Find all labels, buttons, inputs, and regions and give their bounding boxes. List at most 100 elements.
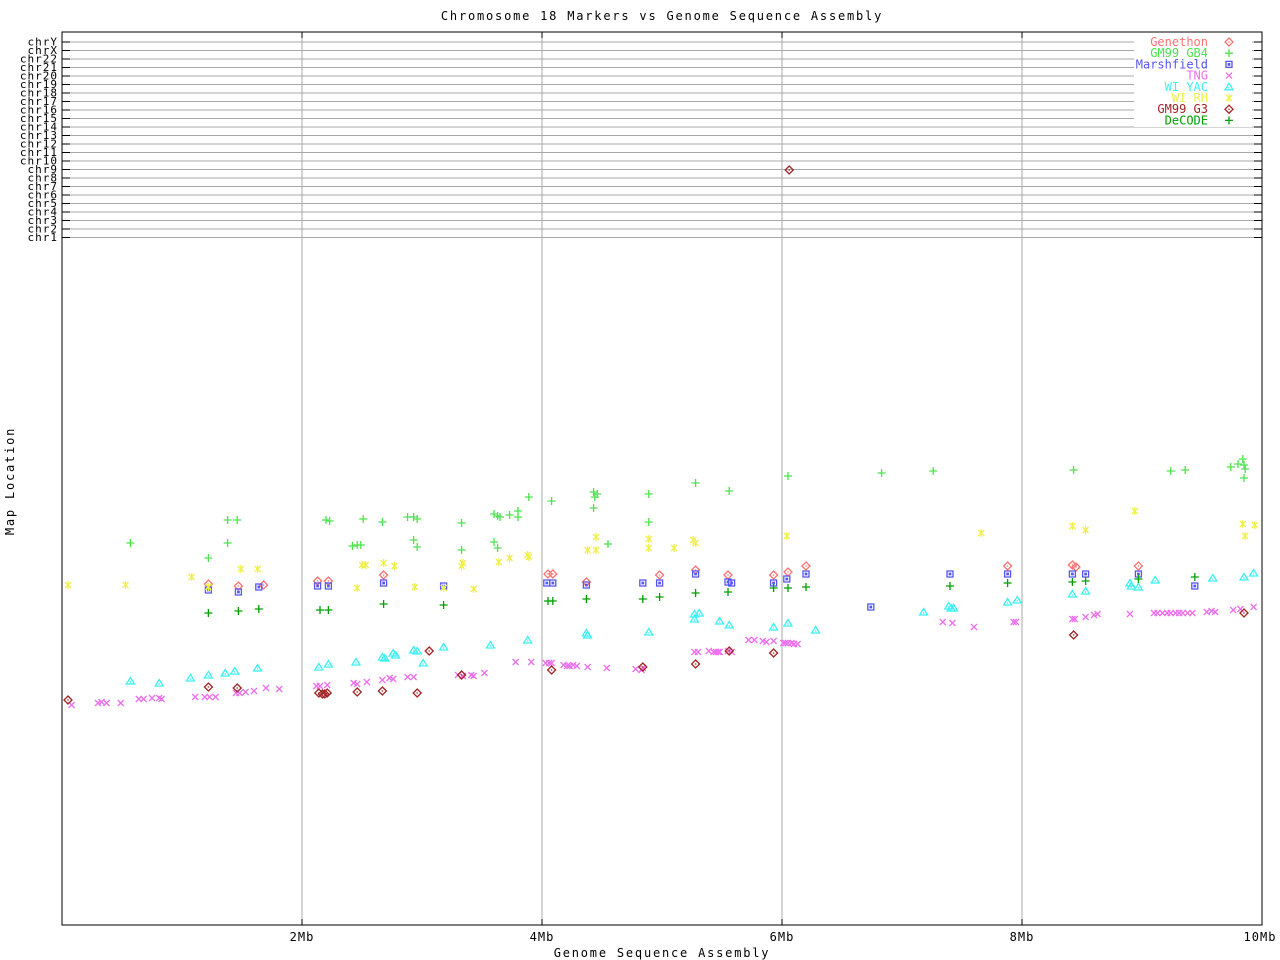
- marker-glyph: [725, 487, 734, 495]
- point-triangle: [412, 646, 423, 655]
- marker-glyph: [939, 618, 947, 626]
- point-diamond-dot: [258, 580, 269, 590]
- point-triangle: [689, 614, 700, 623]
- marker-glyph: [191, 693, 199, 701]
- point-plus: [378, 518, 387, 526]
- point-plus: [234, 607, 243, 615]
- point-asterisk: [670, 544, 678, 552]
- marker-glyph: [1071, 615, 1079, 623]
- point-times: [1229, 606, 1237, 614]
- marker-glyph: [1133, 561, 1144, 571]
- marker-glyph: [804, 572, 808, 576]
- point-times: [527, 658, 535, 666]
- marker-glyph: [1250, 603, 1258, 611]
- marker-glyph: [645, 535, 653, 543]
- plot-border: [61, 31, 1263, 926]
- marker-glyph: [410, 673, 418, 681]
- marker-glyph: [324, 582, 333, 590]
- series-decode: [204, 573, 1199, 617]
- point-plus: [946, 582, 954, 590]
- chromosome-label-chr11: chr11: [20, 146, 58, 159]
- marker-glyph: [1133, 582, 1144, 591]
- point-triangle: [379, 653, 390, 662]
- marker-glyph: [223, 539, 232, 547]
- point-square-dot: [379, 579, 388, 587]
- marker-glyph: [379, 600, 388, 608]
- point-times: [148, 694, 156, 702]
- point-asterisk: [122, 581, 130, 589]
- point-times: [512, 658, 520, 666]
- marker-glyph: [784, 165, 795, 175]
- marker-glyph: [1224, 104, 1234, 115]
- point-triangle: [485, 640, 496, 649]
- marker-glyph: [802, 570, 810, 578]
- marker-glyph: [524, 493, 533, 501]
- point-plus: [655, 593, 664, 601]
- legend-symbol: [1225, 72, 1233, 80]
- marker-glyph: [977, 529, 985, 537]
- marker-glyph: [154, 678, 165, 687]
- point-triangle: [724, 620, 735, 629]
- marker-glyph: [1134, 575, 1143, 583]
- marker-glyph: [324, 606, 333, 614]
- point-times: [770, 637, 778, 645]
- marker-glyph: [546, 665, 557, 675]
- legend-symbol: [1225, 49, 1233, 58]
- marker-glyph: [867, 603, 875, 611]
- marker-glyph: [440, 584, 448, 592]
- point-diamond-dot: [322, 688, 333, 698]
- marker-glyph: [782, 618, 794, 627]
- marker-glyph: [233, 516, 242, 524]
- marker-glyph: [237, 590, 240, 594]
- marker-glyph: [1241, 465, 1250, 473]
- marker-glyph: [356, 541, 365, 549]
- marker-glyph: [1081, 577, 1090, 585]
- marker-glyph: [592, 533, 600, 541]
- marker-glyph: [223, 516, 232, 524]
- point-plus: [496, 513, 504, 521]
- point-times: [191, 693, 199, 701]
- marker-glyph: [439, 601, 448, 609]
- point-triangle: [522, 635, 533, 644]
- point-times: [714, 648, 722, 656]
- chromosome-label-chr14: chr14: [20, 121, 58, 134]
- marker-glyph: [409, 536, 418, 544]
- point-diamond-dot: [690, 565, 701, 575]
- point-plus: [644, 518, 653, 526]
- point-times: [750, 636, 758, 644]
- marker-glyph: [377, 652, 388, 661]
- marker-glyph: [1126, 581, 1137, 590]
- marker-glyph: [1193, 584, 1197, 588]
- y-axis-label: Map Location: [3, 426, 17, 536]
- legend-symbol: [1223, 82, 1235, 91]
- point-times: [323, 681, 331, 689]
- point-plus: [1069, 466, 1078, 474]
- point-asterisk: [411, 583, 419, 591]
- marker-glyph: [185, 673, 196, 682]
- marker-glyph: [549, 579, 557, 587]
- marker-glyph: [63, 695, 73, 705]
- marker-glyph: [1239, 520, 1247, 528]
- point-plus: [724, 588, 732, 596]
- point-square-dot: [549, 579, 557, 587]
- point-triangle: [1067, 589, 1078, 598]
- marker-glyph: [64, 581, 72, 589]
- marker-glyph: [637, 662, 648, 672]
- point-diamond-dot: [724, 646, 735, 656]
- marker-glyph: [204, 554, 213, 562]
- marker-glyph: [592, 546, 600, 554]
- point-plus: [1234, 460, 1242, 468]
- point-times: [1071, 615, 1079, 623]
- point-diamond-dot: [637, 662, 648, 672]
- marker-glyph: [490, 538, 498, 546]
- point-plus: [493, 544, 502, 552]
- marker-glyph: [380, 559, 388, 567]
- marker-glyph: [658, 581, 661, 585]
- marker-glyph: [323, 681, 331, 689]
- point-plus: [505, 511, 514, 519]
- chromosome-label-chr8: chr8: [28, 172, 59, 185]
- marker-glyph: [250, 687, 258, 695]
- point-asterisk: [188, 573, 196, 581]
- point-times: [1012, 618, 1020, 626]
- point-times: [363, 678, 371, 686]
